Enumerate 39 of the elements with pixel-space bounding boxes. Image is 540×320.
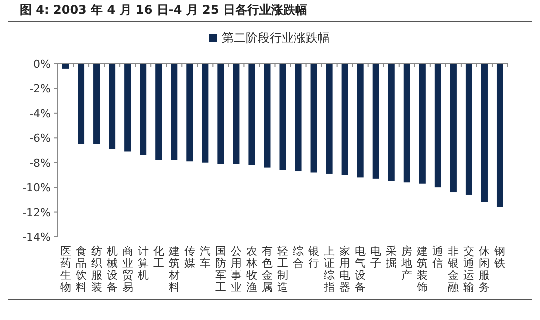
x-tick-label: 电气设备 [355, 245, 366, 294]
x-tick-label: 国防军工 [215, 245, 226, 294]
x-tick-label: 食品饮料 [74, 245, 87, 294]
x-tick-label: 公用事业 [230, 245, 242, 294]
x-tick-label: 通信 [432, 245, 444, 270]
legend-label: 第二阶段行业涨跌幅 [222, 31, 330, 45]
y-tick-label: -12% [22, 206, 51, 220]
y-tick-label: -14% [22, 231, 51, 244]
x-tick-label: 计算机 [138, 245, 149, 282]
x-tick-label: 医药生物 [60, 245, 72, 294]
x-tick-label: 银行 [308, 245, 320, 270]
x-tick-label: 商业贸易 [122, 245, 134, 294]
x-tick-label: 钢铁 [494, 245, 506, 270]
x-tick-label: 建筑材料 [168, 245, 180, 294]
y-tick-label: 0% [34, 58, 51, 71]
chart-title: 图 4: 2003 年 4 月 16 日-4 月 25 日各行业涨跌幅 [20, 3, 308, 17]
x-tick-label: 家用电器 [340, 245, 351, 294]
x-tick-label: 房地产 [400, 245, 413, 282]
x-tick-label: 建筑装饰 [416, 245, 428, 294]
x-tick-label: 电子 [370, 245, 382, 270]
x-tick-label: 采掘 [386, 245, 398, 270]
x-tick-label: 化工 [153, 245, 164, 270]
x-tick-label: 农林牧渔 [245, 245, 258, 294]
x-tick-label: 综合 [293, 245, 304, 270]
x-tick-label: 机械设备 [106, 245, 118, 294]
x-tick-label: 汽车 [200, 245, 211, 270]
y-tick-label: -4% [30, 107, 51, 120]
x-tick-label: 休闲服务 [479, 245, 490, 294]
x-tick-label: 上证综指 [323, 245, 336, 294]
x-tick-label: 交通运输 [464, 245, 475, 294]
x-tick-label: 轻工制造 [278, 245, 288, 294]
y-tick-label: -8% [30, 156, 51, 170]
x-tick-label: 纺织服装 [91, 245, 102, 294]
x-tick-label: 非银金融 [447, 245, 460, 294]
y-tick-label: -6% [30, 132, 51, 146]
x-tick-label: 传媒 [184, 245, 196, 270]
y-tick-label: -2% [30, 82, 51, 96]
y-tick-label: -10% [22, 182, 51, 195]
x-tick-label: 有色金属 [262, 245, 273, 294]
